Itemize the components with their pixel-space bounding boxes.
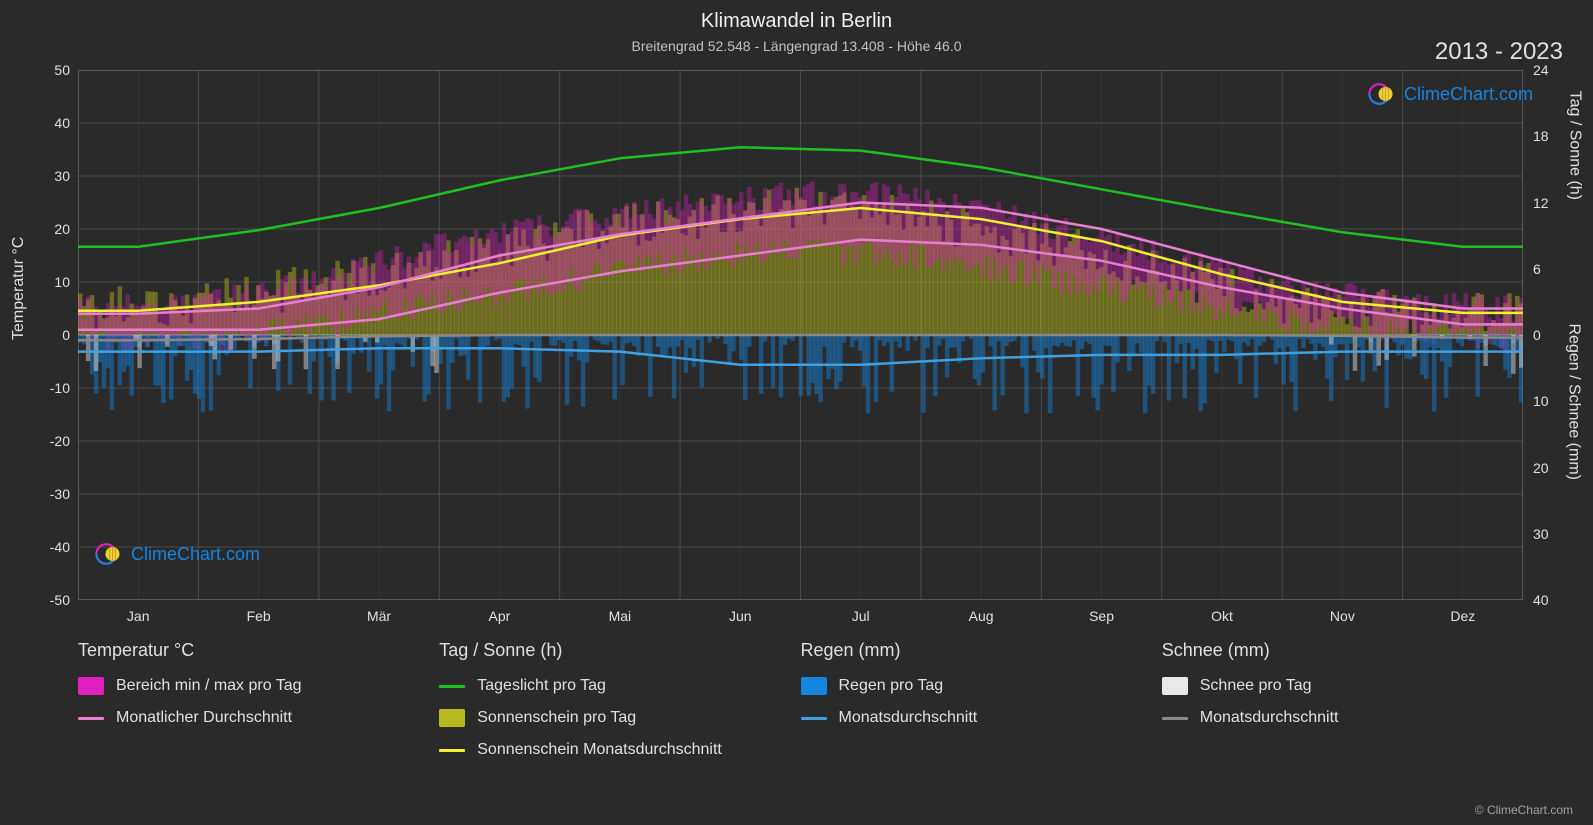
legend-line-icon	[1162, 717, 1188, 720]
legend-swatch-icon	[439, 709, 465, 727]
y-tick-right-hours: 0	[1533, 327, 1573, 343]
x-tick-month: Jan	[127, 608, 150, 624]
x-tick-month: Feb	[247, 608, 271, 624]
legend-item: Sonnenschein Monatsdurchschnitt	[439, 741, 800, 759]
legend-label: Monatlicher Durchschnitt	[116, 709, 292, 727]
x-tick-month: Mai	[609, 608, 632, 624]
y-tick-left: 0	[30, 327, 70, 343]
legend-label: Regen pro Tag	[839, 677, 944, 695]
legend-label: Monatsdurchschnitt	[1200, 709, 1339, 727]
y-tick-left: -20	[30, 433, 70, 449]
climate-chart: Klimawandel in Berlin Breitengrad 52.548…	[0, 0, 1593, 825]
x-tick-month: Dez	[1450, 608, 1475, 624]
climechart-logo-icon	[1368, 80, 1396, 108]
legend-item: Monatsdurchschnitt	[801, 709, 1162, 727]
legend-item: Schnee pro Tag	[1162, 677, 1523, 695]
legend-line-icon	[439, 685, 465, 688]
x-tick-month: Okt	[1211, 608, 1233, 624]
logo-text: ClimeChart.com	[131, 544, 260, 565]
y-tick-left: -40	[30, 539, 70, 555]
legend-swatch-icon	[78, 677, 104, 695]
legend-line-icon	[78, 717, 104, 720]
y-tick-left: 40	[30, 115, 70, 131]
y-tick-right-hours: 6	[1533, 261, 1573, 277]
y-tick-right-mm: 40	[1533, 592, 1573, 608]
legend-column: Temperatur °C Bereich min / max pro Tag Mo…	[78, 640, 439, 773]
x-tick-month: Mär	[367, 608, 391, 624]
legend: Temperatur °C Bereich min / max pro Tag Mo…	[78, 640, 1523, 773]
x-tick-month: Jul	[852, 608, 870, 624]
legend-line-icon	[439, 749, 465, 752]
legend-column: Tag / Sonne (h) Tageslicht pro Tag Sonnens…	[439, 640, 800, 773]
legend-label: Monatsdurchschnitt	[839, 709, 978, 727]
x-tick-month: Nov	[1330, 608, 1355, 624]
legend-item: Sonnenschein pro Tag	[439, 709, 800, 727]
legend-item: Monatsdurchschnitt	[1162, 709, 1523, 727]
y-tick-left: 30	[30, 168, 70, 184]
logo-text: ClimeChart.com	[1404, 84, 1533, 105]
legend-column-title: Schnee (mm)	[1162, 640, 1523, 661]
chart-title: Klimawandel in Berlin	[0, 10, 1593, 33]
chart-svg	[78, 70, 1523, 600]
y-tick-right-hours: 12	[1533, 195, 1573, 211]
y-tick-right-mm: 10	[1533, 393, 1573, 409]
y-axis-right-top-label: Tag / Sonne (h)	[1565, 91, 1583, 200]
y-tick-left: 20	[30, 221, 70, 237]
legend-line-icon	[801, 717, 827, 720]
legend-column: Schnee (mm) Schnee pro Tag Monatsdurchschn…	[1162, 640, 1523, 773]
legend-label: Tageslicht pro Tag	[477, 677, 606, 695]
legend-item: Regen pro Tag	[801, 677, 1162, 695]
climechart-logo: ClimeChart.com	[1368, 80, 1533, 108]
legend-label: Sonnenschein pro Tag	[477, 709, 636, 727]
legend-item: Tageslicht pro Tag	[439, 677, 800, 695]
climechart-logo: ClimeChart.com	[95, 540, 260, 568]
legend-column-title: Regen (mm)	[801, 640, 1162, 661]
x-tick-month: Aug	[969, 608, 994, 624]
legend-label: Schnee pro Tag	[1200, 677, 1312, 695]
legend-item: Bereich min / max pro Tag	[78, 677, 439, 695]
legend-item: Monatlicher Durchschnitt	[78, 709, 439, 727]
legend-column-title: Temperatur °C	[78, 640, 439, 661]
y-tick-left: 10	[30, 274, 70, 290]
y-tick-left: -30	[30, 486, 70, 502]
legend-column-title: Tag / Sonne (h)	[439, 640, 800, 661]
y-axis-left-label: Temperatur °C	[10, 237, 28, 340]
y-tick-left: 50	[30, 62, 70, 78]
legend-column: Regen (mm) Regen pro Tag Monatsdurchschnit…	[801, 640, 1162, 773]
y-tick-right-mm: 20	[1533, 460, 1573, 476]
y-tick-right-hours: 18	[1533, 128, 1573, 144]
y-tick-right-hours: 24	[1533, 62, 1573, 78]
legend-swatch-icon	[801, 677, 827, 695]
chart-subtitle: Breitengrad 52.548 - Längengrad 13.408 -…	[0, 38, 1593, 54]
x-tick-month: Jun	[729, 608, 752, 624]
copyright-text: © ClimeChart.com	[1475, 803, 1573, 817]
y-tick-right-mm: 30	[1533, 526, 1573, 542]
y-tick-left: -50	[30, 592, 70, 608]
plot-area	[78, 70, 1523, 600]
legend-label: Sonnenschein Monatsdurchschnitt	[477, 741, 722, 759]
y-tick-left: -10	[30, 380, 70, 396]
legend-swatch-icon	[1162, 677, 1188, 695]
x-tick-month: Sep	[1089, 608, 1114, 624]
climechart-logo-icon	[95, 540, 123, 568]
x-tick-month: Apr	[489, 608, 511, 624]
legend-label: Bereich min / max pro Tag	[116, 677, 302, 695]
